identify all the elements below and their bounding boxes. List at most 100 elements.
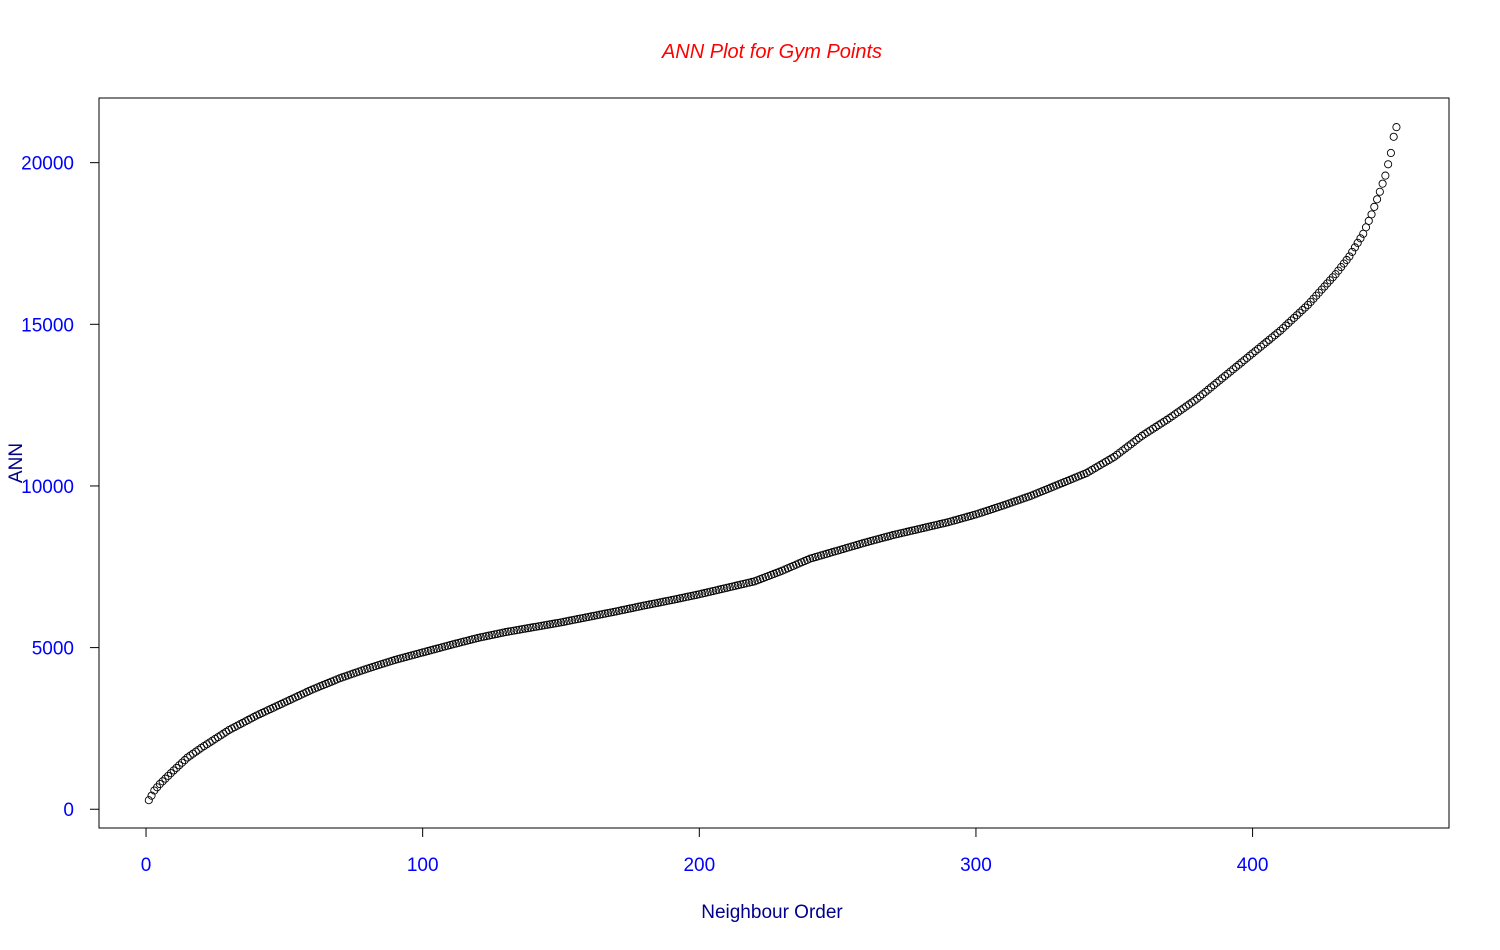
data-point (1314, 288, 1324, 297)
data-point (598, 610, 607, 619)
y-tick-label: 10000 (21, 477, 74, 498)
data-point (1378, 179, 1387, 188)
data-point (1182, 402, 1191, 411)
data-point (1118, 446, 1127, 455)
data-point (675, 594, 684, 603)
data-point (653, 598, 662, 607)
data-point (183, 753, 192, 762)
data-point (1179, 404, 1188, 413)
data-point (595, 610, 604, 619)
x-tick-label: 200 (683, 855, 715, 876)
data-point (175, 761, 184, 770)
x-tick-label: 300 (960, 855, 992, 876)
data-point (537, 621, 546, 630)
data-point (473, 633, 483, 642)
data-point (545, 620, 554, 629)
data-point (662, 597, 671, 606)
data-point (579, 613, 588, 623)
data-point (648, 599, 657, 608)
data-point (155, 779, 164, 789)
data-point (626, 604, 635, 613)
data-point (568, 616, 577, 625)
data-point (1348, 247, 1357, 256)
data-point (617, 606, 626, 615)
data-point (194, 745, 203, 754)
data-point (590, 611, 599, 620)
data-point (1231, 362, 1241, 372)
data-point (1392, 123, 1401, 132)
data-points (144, 123, 1401, 805)
data-point (509, 626, 519, 635)
data-point (482, 632, 491, 641)
data-point (587, 612, 596, 621)
data-point (1270, 331, 1279, 340)
data-point (1306, 297, 1315, 306)
data-point (1303, 300, 1312, 309)
data-point (180, 756, 189, 765)
data-point (540, 621, 549, 630)
data-point (1256, 342, 1265, 351)
data-point (1240, 356, 1249, 365)
data-point (601, 609, 610, 618)
data-point (559, 617, 568, 626)
data-point (1245, 351, 1254, 360)
data-point (1259, 340, 1268, 349)
data-point (476, 633, 485, 642)
data-point (678, 593, 687, 602)
data-point (1312, 291, 1321, 300)
data-point (634, 602, 643, 611)
data-point (161, 774, 170, 783)
data-point (1356, 234, 1365, 243)
data-point (1195, 392, 1205, 401)
data-point (620, 605, 629, 614)
data-point (169, 766, 178, 775)
x-axis: 0 100 200 300 400 (141, 827, 1268, 876)
data-point (520, 624, 530, 633)
data-point (1295, 308, 1304, 317)
data-point (1220, 371, 1229, 381)
data-point (496, 629, 505, 638)
data-point (1171, 410, 1180, 419)
data-point (498, 628, 507, 637)
data-point (1370, 202, 1379, 211)
data-point (479, 632, 488, 641)
data-point (1243, 353, 1252, 362)
data-point (158, 777, 167, 786)
data-point (1320, 282, 1329, 291)
data-point (664, 596, 673, 605)
data-point (529, 623, 538, 632)
data-point (603, 608, 613, 618)
data-point (1265, 335, 1274, 344)
data-point (1309, 294, 1318, 303)
data-point (1290, 313, 1299, 322)
data-point (1301, 303, 1310, 312)
data-point (1237, 358, 1246, 367)
data-point (1121, 444, 1130, 453)
data-point (1375, 187, 1384, 196)
data-point (576, 614, 585, 623)
data-point (1254, 344, 1263, 353)
data-point (1165, 414, 1174, 423)
data-point (534, 622, 543, 631)
data-point (650, 599, 660, 608)
data-point (1353, 238, 1362, 247)
data-point (1209, 381, 1218, 390)
data-point (667, 596, 676, 605)
data-point (692, 590, 701, 599)
data-point (681, 593, 690, 602)
data-point (656, 598, 665, 607)
data-point (147, 791, 156, 800)
data-point (670, 595, 679, 604)
data-point (1317, 285, 1326, 294)
data-point (532, 622, 541, 631)
data-point (191, 747, 200, 756)
data-point (1168, 412, 1177, 421)
data-point (573, 615, 582, 624)
data-point (1218, 374, 1227, 383)
data-point (1262, 338, 1271, 347)
data-point (512, 626, 521, 635)
data-point (523, 624, 532, 633)
data-point (1212, 378, 1221, 387)
data-point (1389, 132, 1398, 141)
data-point (592, 611, 602, 620)
